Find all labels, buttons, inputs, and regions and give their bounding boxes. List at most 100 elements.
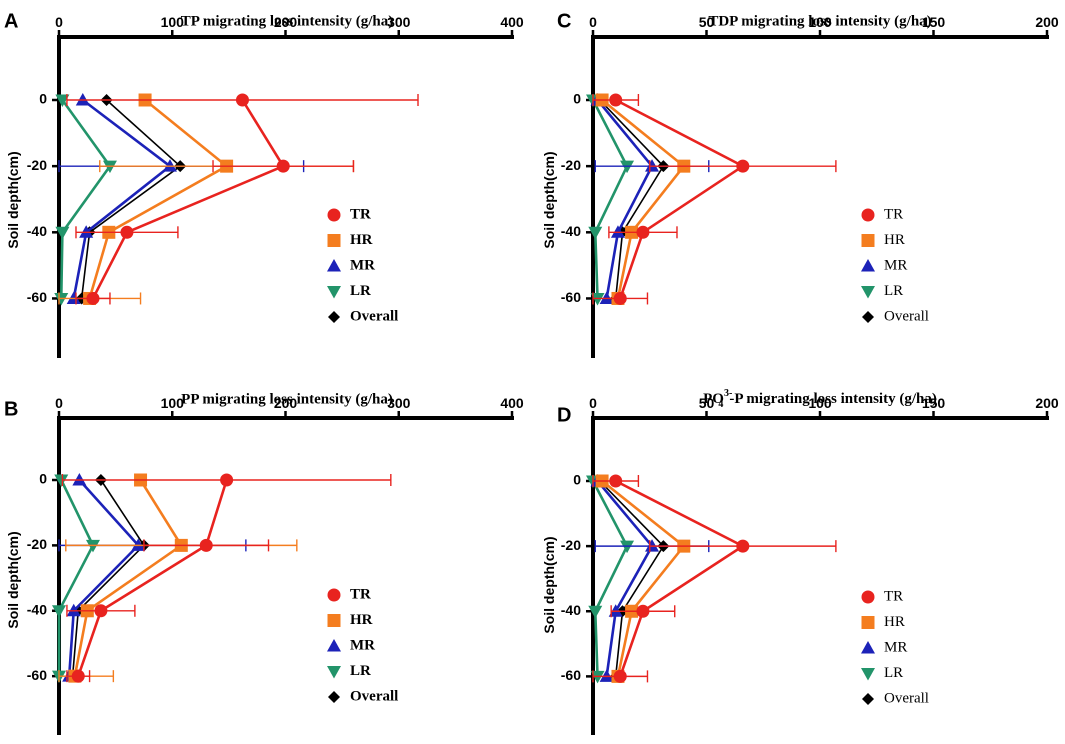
x-tick-label: 0 <box>55 395 63 411</box>
legend-marker <box>861 208 875 222</box>
series-line <box>596 480 654 677</box>
legend-marker <box>861 590 875 604</box>
panel-b: B PP migrating loss intensity (g/ha) 0 100 2… <box>4 391 524 735</box>
chart-title: TP migrating loss intensity (g/ha) <box>181 13 394 29</box>
legend-marker <box>861 616 875 629</box>
y-tick-label: 0 <box>573 472 581 488</box>
legend-marker <box>328 311 340 323</box>
legend: TR HR MR LR Overall <box>327 206 398 324</box>
panel-letter: A <box>4 10 18 32</box>
series-line <box>599 480 665 677</box>
y-tick-label: -60 <box>561 667 581 683</box>
x-tick-label: 50 <box>699 395 715 411</box>
data-point <box>645 159 660 172</box>
data-point <box>79 225 94 238</box>
series-tr <box>61 473 392 683</box>
panel-letter: B <box>4 398 18 420</box>
legend-marker <box>861 286 875 299</box>
data-point <box>590 292 605 306</box>
data-point <box>610 225 625 238</box>
legend-label: HR <box>350 612 373 628</box>
data-point <box>72 473 87 486</box>
x-tick-label: 200 <box>274 14 298 30</box>
data-point <box>736 159 750 173</box>
series-mr <box>58 93 305 304</box>
legend-marker <box>861 259 875 272</box>
panel-c: C TDP migrating loss intensity (g/ha) 0 50 1… <box>541 10 1059 358</box>
y-tick-label: -40 <box>27 223 47 239</box>
y-tick-label: -60 <box>27 667 47 683</box>
data-point <box>55 94 70 107</box>
series-line <box>599 99 665 299</box>
legend-marker <box>327 234 341 247</box>
y-tick-label: 0 <box>39 471 47 487</box>
data-point <box>588 226 603 240</box>
y-tick-label: -20 <box>561 537 581 553</box>
legend-marker <box>327 259 341 272</box>
y-tick-label: 0 <box>39 91 47 107</box>
x-tick-label: 0 <box>589 395 597 411</box>
y-tick-label: -40 <box>561 602 581 618</box>
panel-letter: D <box>557 404 571 426</box>
data-point <box>66 603 81 617</box>
x-tick-label: 100 <box>808 14 832 30</box>
x-tick-label: 400 <box>500 395 524 411</box>
series-line <box>615 479 746 677</box>
data-point <box>75 93 90 106</box>
series-line <box>615 98 746 299</box>
data-point <box>636 225 650 239</box>
legend-label: LR <box>350 283 371 299</box>
series-tr <box>592 93 837 305</box>
legend: TR HR MR LR Overall <box>327 586 398 704</box>
legend-label: MR <box>884 639 907 655</box>
y-tick-label: -60 <box>561 289 581 305</box>
legend-label: TR <box>350 586 371 602</box>
series-line <box>88 98 229 299</box>
legend-label: MR <box>884 257 907 273</box>
chart-title: TDP migrating loss intensity (g/ha) <box>708 13 931 29</box>
data-point <box>588 605 603 619</box>
chart-title: PP migrating loss intensity (g/ha) <box>181 391 393 407</box>
x-tick-label: 100 <box>161 395 185 411</box>
x-tick-label: 200 <box>1035 14 1059 30</box>
legend-marker <box>327 614 341 627</box>
series-line <box>73 479 184 677</box>
legend: TR HR MR LR Overall <box>861 206 929 324</box>
legend-marker <box>327 588 341 602</box>
legend-label: Overall <box>884 690 929 706</box>
series-line <box>57 479 95 677</box>
data-point <box>66 291 81 304</box>
data-point <box>620 540 635 554</box>
panel-letter: C <box>557 10 571 32</box>
legend-label: HR <box>884 614 905 630</box>
data-point <box>94 604 108 618</box>
data-point <box>54 474 69 487</box>
x-tick-label: 300 <box>387 395 411 411</box>
series-line <box>80 99 182 299</box>
x-tick-label: 150 <box>922 395 946 411</box>
y-tick-label: 0 <box>573 91 581 107</box>
data-point <box>636 604 650 618</box>
legend-label: Overall <box>884 308 929 324</box>
series-lr <box>54 94 117 306</box>
data-point <box>599 291 614 304</box>
data-point <box>220 473 234 487</box>
x-tick-label: 150 <box>922 14 946 30</box>
series-line <box>67 479 141 677</box>
legend-marker <box>862 693 874 705</box>
data-point <box>276 159 290 173</box>
y-tick-label: -40 <box>27 601 47 617</box>
legend-marker <box>861 234 875 247</box>
data-point <box>736 539 750 553</box>
data-point <box>620 160 635 174</box>
data-point <box>71 669 85 683</box>
legend-label: TR <box>350 206 371 222</box>
legend-marker <box>862 311 874 323</box>
x-tick-label: 100 <box>808 395 832 411</box>
chart-title: PO3-4 -P migrating loss intensity (g/ha) <box>703 388 937 410</box>
legend-marker <box>327 639 341 652</box>
legend-marker <box>328 691 340 703</box>
legend-label: TR <box>884 206 903 222</box>
legend: TR HR MR LR Overall <box>861 588 929 706</box>
y-tick-label: -60 <box>27 289 47 305</box>
